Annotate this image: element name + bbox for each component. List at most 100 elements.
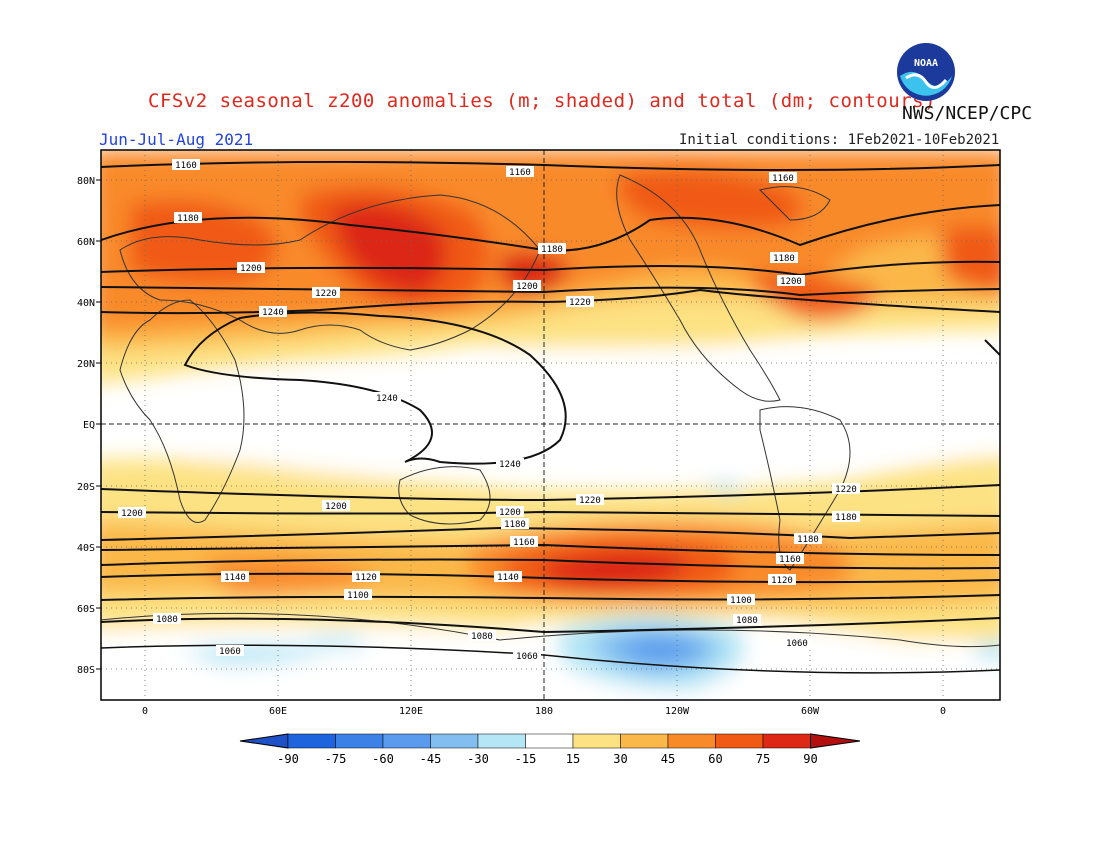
contour-label-bg <box>783 637 811 648</box>
contour-label-bg <box>513 650 541 661</box>
contour-label-bg <box>510 536 538 547</box>
contour-label-bg <box>566 296 594 307</box>
colorbar-tick-label: 75 <box>756 752 770 766</box>
contour-label: 1200 <box>121 509 143 519</box>
contour-label-bg <box>513 280 541 291</box>
contour-label: 1180 <box>835 513 857 523</box>
contour-label: 1220 <box>579 496 601 506</box>
lat-label: 60S <box>77 604 95 615</box>
contour-label-bg <box>259 306 287 317</box>
coastlines <box>101 174 1000 648</box>
contour-label-bg <box>777 275 805 286</box>
contour-label-bg <box>832 483 860 494</box>
contour-label: 1180 <box>541 245 563 255</box>
lon-label: 60E <box>269 706 287 717</box>
colorbar-tick-label: 45 <box>661 752 675 766</box>
contour-label-bg <box>496 458 524 469</box>
contour-label-bg <box>768 574 796 585</box>
contour-label: 1140 <box>224 573 246 583</box>
logo-text: NOAA <box>914 58 938 69</box>
contour-label: 1120 <box>355 573 377 583</box>
contour-label-bg <box>576 494 604 505</box>
contour-label: 1240 <box>499 460 521 470</box>
colorbar-tick-label: -75 <box>325 752 347 766</box>
contour-label: 1160 <box>509 168 531 178</box>
equator-dateline <box>101 150 1000 700</box>
colorbar-swatch <box>715 733 764 749</box>
colorbar-tick-label: 60 <box>708 752 722 766</box>
colorbar: -90 -75 -60 -45 -30 -15 15 30 45 60 75 90 <box>239 733 861 766</box>
lon-label: 0 <box>142 706 148 717</box>
colorbar-low-arrow <box>239 733 289 749</box>
contour-label: 1080 <box>471 632 493 642</box>
contour-label: 1200 <box>325 502 347 512</box>
latitude-axis: 80N 60N 40N 20N EQ 20S 40S 60S 80S <box>77 176 95 676</box>
contour-label-bg <box>832 511 860 522</box>
contour-labels: 1160 1160 1160 1180 1180 1180 1200 1200 1200 1220… <box>118 159 860 662</box>
lat-label: 20S <box>77 482 95 493</box>
contour-label: 1180 <box>797 535 819 545</box>
contour-label-bg <box>216 645 244 656</box>
contour-label: 1180 <box>177 214 199 224</box>
contour-label-bg <box>344 589 372 600</box>
agency-label: NWS/NCEP/CPC <box>902 103 1033 124</box>
colorbar-swatch <box>287 733 336 749</box>
lon-label: 120W <box>665 706 690 717</box>
contour-label: 1160 <box>513 538 535 548</box>
contour-label: 1140 <box>497 573 519 583</box>
contour-label-bg <box>172 159 200 170</box>
contour-label-bg <box>506 166 534 177</box>
lat-label: 40N <box>77 298 95 309</box>
lat-label: 60N <box>77 237 95 248</box>
contour-label-bg <box>501 518 529 529</box>
colorbar-swatch <box>430 733 479 749</box>
contour-label: 1200 <box>240 264 262 274</box>
lat-label: 40S <box>77 543 95 554</box>
contour-label-bg <box>373 392 401 403</box>
colorbar-tick-label: 30 <box>613 752 627 766</box>
contour-label: 1200 <box>499 508 521 518</box>
map-frame <box>100 149 1001 701</box>
contour-label: 1220 <box>569 298 591 308</box>
contour-label: 1080 <box>156 615 178 625</box>
colorbar-tick-label: -15 <box>515 752 537 766</box>
lat-label: 80N <box>77 176 95 187</box>
colorbar-swatch <box>667 733 716 749</box>
contour-label: 1200 <box>780 277 802 287</box>
lon-label: 0 <box>940 706 946 717</box>
colorbar-swatch <box>382 733 431 749</box>
contour-label-bg <box>312 287 340 298</box>
contour-label-bg <box>494 571 522 582</box>
contour-label: 1200 <box>516 282 538 292</box>
contour-label: 1240 <box>262 308 284 318</box>
initial-conditions-label: Initial conditions: 1Feb2021-10Feb2021 <box>679 132 1000 148</box>
contour-label: 1160 <box>175 161 197 171</box>
contour-label-bg <box>727 594 755 605</box>
colorbar-tick-label: -45 <box>420 752 442 766</box>
colorbar-swatch <box>762 733 811 749</box>
longitude-axis: 0 60E 120E 180 120W 60W 0 <box>142 706 946 717</box>
colorbar-high-arrow <box>810 733 861 749</box>
contour-label-bg <box>153 613 181 624</box>
colorbar-tick-label: -30 <box>467 752 489 766</box>
anomaly-shading <box>101 150 1000 700</box>
contour-label: 1220 <box>835 485 857 495</box>
gridlines <box>101 150 1000 700</box>
contour-label: 1060 <box>516 652 538 662</box>
chart-title: CFSv2 seasonal z200 anomalies (m; shaded… <box>148 90 936 112</box>
colorbar-swatch <box>572 733 621 749</box>
lon-label: 180 <box>535 706 553 717</box>
contour-label-bg <box>794 533 822 544</box>
contour-label-bg <box>118 507 146 518</box>
noaa-logo-icon: NOAA <box>897 43 955 101</box>
contour-label-bg <box>322 500 350 511</box>
lat-label: 80S <box>77 665 95 676</box>
contour-label: 1100 <box>730 596 752 606</box>
contour-label: 1100 <box>347 591 369 601</box>
colorbar-tick-label: -90 <box>277 752 299 766</box>
contour-label: 1080 <box>736 616 758 626</box>
contour-label-bg <box>468 630 496 641</box>
contour-label: 1180 <box>773 254 795 264</box>
lat-label: 20N <box>77 359 95 370</box>
